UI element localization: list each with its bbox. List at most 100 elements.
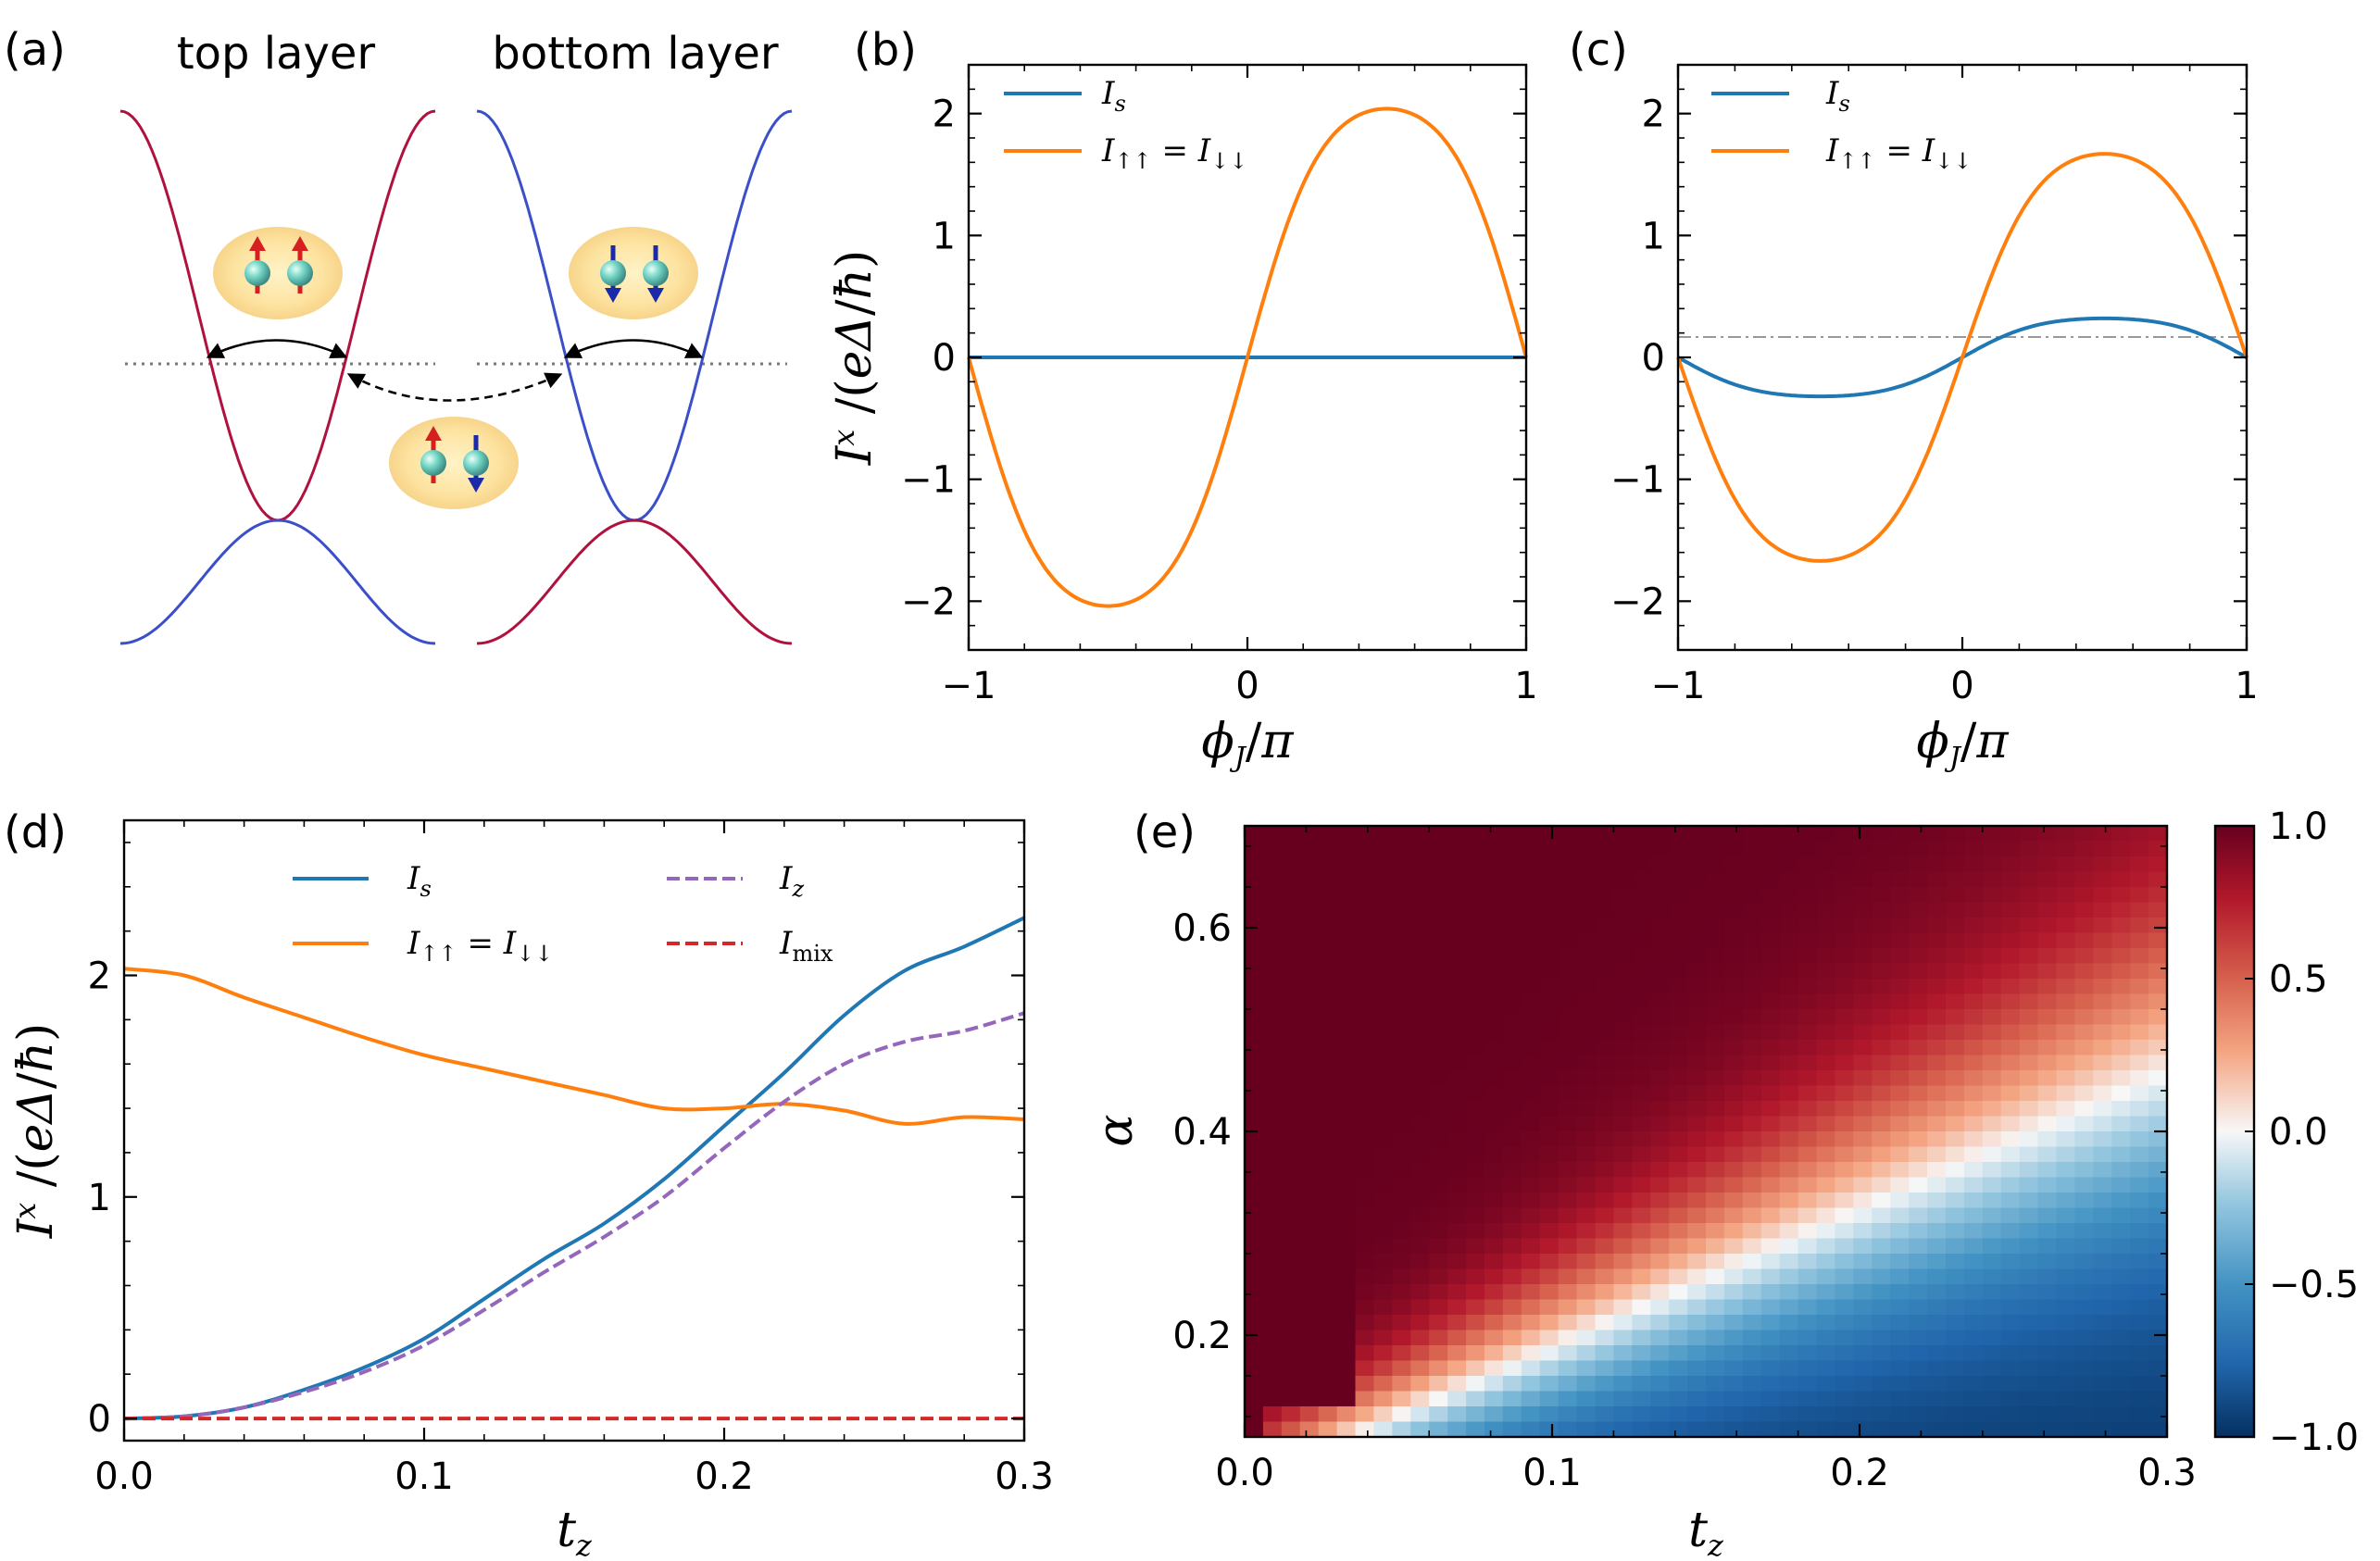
heatmap-cell: [1706, 1254, 1725, 1270]
heatmap-cell: [1816, 918, 1836, 934]
heatmap-cell: [2074, 1131, 2094, 1148]
heatmap-cell: [1872, 887, 1891, 904]
heatmap-cell: [1742, 1009, 1762, 1026]
heatmap-cell: [1447, 1406, 1467, 1423]
heatmap-cell: [2148, 948, 2168, 965]
heatmap-cell: [1779, 1177, 1799, 1193]
heatmap-cell: [1835, 993, 1854, 1010]
heatmap-cell: [1318, 1055, 1338, 1071]
heatmap-cell: [1613, 1254, 1633, 1270]
heatmap-cell: [1521, 1376, 1541, 1392]
heatmap-cell: [1336, 1284, 1357, 1301]
heatmap-cell: [2037, 1177, 2058, 1193]
heatmap-cell: [1835, 932, 1854, 949]
heatmap-cell: [1502, 1070, 1522, 1087]
heatmap-cell: [2019, 963, 2039, 980]
heatmap-cell: [1927, 918, 1947, 934]
heatmap-cell: [2056, 1315, 2075, 1331]
heatmap-cell: [1982, 1009, 2002, 1026]
heatmap-cell: [1945, 1040, 1965, 1056]
heatmap-cell: [1429, 1330, 1448, 1346]
heatmap-cell: [1576, 1315, 1597, 1331]
heatmap-cell: [2056, 826, 2075, 843]
heatmap-cell: [2074, 1421, 2094, 1438]
heatmap-cell: [2037, 1391, 2058, 1407]
heatmap-cell: [1650, 932, 1670, 949]
heatmap-cell: [2074, 1330, 2094, 1346]
heatmap-cell: [1502, 871, 1522, 888]
heatmap-cell: [1245, 1070, 1264, 1087]
heatmap-cell: [1299, 1315, 1320, 1331]
heatmap-cell: [1484, 1040, 1504, 1056]
heatmap-cell: [1853, 1330, 1873, 1346]
legend-b-iupup: I↑↑ = I↓↓: [1101, 132, 1247, 174]
heatmap-cell: [1595, 1223, 1614, 1240]
heatmap-cell: [1373, 963, 1393, 980]
heatmap-cell: [1835, 1101, 1854, 1118]
heatmap-cell: [1373, 1376, 1393, 1392]
heatmap-cell: [1945, 1268, 1965, 1285]
heatmap-cell: [1687, 1040, 1707, 1056]
heatmap-cell: [1982, 1024, 2002, 1041]
heatmap-cell: [1466, 948, 1485, 965]
heatmap-cell: [1650, 902, 1670, 918]
heatmap-cell: [2019, 1009, 2039, 1026]
heatmap-cell: [2130, 1070, 2149, 1087]
heatmap-cell: [1521, 1055, 1541, 1071]
heatmap-cell: [2000, 856, 2021, 873]
heatmap-cell: [1760, 871, 1781, 888]
heatmap-cell: [2148, 1391, 2168, 1407]
heatmap-cell: [2093, 948, 2112, 965]
heatmap-cell: [1742, 1040, 1762, 1056]
heatmap-cell: [1650, 948, 1670, 965]
heatmap-cell: [1816, 1391, 1836, 1407]
heatmap-cell: [1521, 1131, 1541, 1148]
heatmap-cell: [1521, 1207, 1541, 1224]
heatmap-cell: [1872, 1421, 1891, 1438]
heatmap-cell: [1521, 979, 1541, 995]
heatmap-cell: [2074, 856, 2094, 873]
heatmap-cell: [1299, 1193, 1320, 1209]
heatmap-cell: [1890, 1391, 1910, 1407]
heatmap-cell: [1963, 1406, 1984, 1423]
heatmap-cell: [1760, 1360, 1781, 1377]
y-tick-label: 1: [933, 215, 956, 257]
heatmap-cell: [1245, 1055, 1264, 1071]
heatmap-cell: [1281, 1345, 1301, 1362]
heatmap-cell: [1595, 1193, 1614, 1209]
heatmap-cell: [1687, 1345, 1707, 1362]
heatmap-cell: [2019, 1406, 2039, 1423]
heatmap-cell: [1484, 1070, 1504, 1087]
heatmap-cell: [1909, 1223, 1928, 1240]
heatmap-cell: [2148, 1238, 2168, 1255]
heatmap-cell: [1466, 1193, 1485, 1209]
heatmap-cell: [1281, 1207, 1301, 1224]
heatmap-cell: [1299, 1406, 1320, 1423]
heatmap-cell: [1687, 1223, 1707, 1240]
heatmap-cell: [1853, 841, 1873, 857]
heatmap-cell: [1779, 1040, 1799, 1056]
heatmap-cell: [1687, 826, 1707, 843]
heatmap-cell: [1669, 1055, 1688, 1071]
heatmap-cell: [1760, 1315, 1781, 1331]
heatmap-cell: [1447, 1238, 1467, 1255]
heatmap-cell: [2037, 979, 2058, 995]
heatmap-cell: [1760, 948, 1781, 965]
heatmap-cell: [2037, 1040, 2058, 1056]
heatmap-cell: [1281, 1360, 1301, 1377]
heatmap-cell: [1262, 826, 1283, 843]
heatmap-cell: [1669, 1040, 1688, 1056]
heatmap-cell: [1963, 871, 1984, 888]
heatmap-cell: [2000, 826, 2021, 843]
x-tick-label: −1: [1651, 665, 1706, 707]
heatmap-cell: [1779, 1345, 1799, 1362]
heatmap-cell: [1245, 826, 1264, 843]
heatmap-cell: [1613, 993, 1633, 1010]
heatmap-cell: [1982, 1360, 2002, 1377]
heatmap-cell: [1447, 1207, 1467, 1224]
heatmap-cell: [1632, 902, 1651, 918]
heatmap-cell: [1613, 918, 1633, 934]
heatmap-cell: [1650, 841, 1670, 857]
heatmap-cell: [1484, 826, 1504, 843]
heatmap-cell: [1909, 1055, 1928, 1071]
